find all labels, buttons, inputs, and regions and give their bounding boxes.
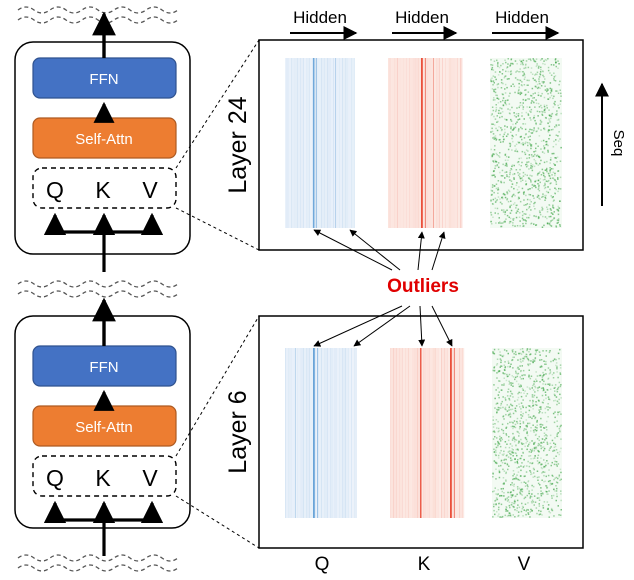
hidden-label-v: Hidden — [495, 8, 549, 27]
seq-label: Seq — [610, 130, 627, 157]
hidden-axis-labels: Hidden Hidden Hidden — [290, 8, 560, 40]
zoom-lines — [175, 39, 260, 549]
activation-map-q-layer-24 — [285, 58, 355, 228]
transformer-block-bottom: FFN Self-Attn Q K V — [14, 297, 191, 556]
layer-24-label: Layer 24 — [224, 96, 252, 193]
ffn-label-top: FFN — [89, 71, 118, 88]
seq-axis: Seq — [595, 82, 627, 206]
outliers-label: Outliers — [387, 276, 459, 297]
self-attn-label-bottom: Self-Attn — [75, 419, 133, 436]
ffn-label-bottom: FFN — [89, 359, 118, 376]
q-label-top: Q — [46, 177, 64, 203]
activation-map-v-layer-6 — [492, 348, 562, 518]
bottom-label-k: K — [418, 554, 431, 575]
q-label-bottom: Q — [46, 465, 64, 491]
wavy-separator-bottom — [17, 554, 179, 572]
v-label-top: V — [142, 177, 158, 203]
outlier-arrows — [313, 229, 453, 347]
k-label-bottom: K — [95, 465, 111, 491]
bottom-label-v: V — [518, 554, 531, 575]
hidden-label-q: Hidden — [293, 8, 347, 27]
qkv-input-arrows-bottom — [43, 500, 164, 556]
activation-map-v-layer-24 — [490, 58, 562, 228]
activation-map-k-layer-24 — [388, 58, 463, 228]
hidden-label-k: Hidden — [395, 8, 449, 27]
v-label-bottom: V — [142, 465, 158, 491]
self-attn-label-top: Self-Attn — [75, 131, 133, 148]
layer-6-panel: Layer 6 — [224, 315, 584, 549]
bottom-label-q: Q — [315, 554, 330, 575]
layer-24-panel: Layer 24 — [224, 39, 584, 251]
bottom-axis-labels: Q K V — [315, 554, 531, 575]
k-label-top: K — [95, 177, 111, 203]
activation-map-k-layer-6 — [390, 348, 465, 518]
qkv-input-arrows-top — [43, 212, 164, 272]
qkv-box-bottom — [32, 455, 177, 497]
transformer-block-top: FFN Self-Attn Q K V — [14, 11, 191, 272]
layer-6-label: Layer 6 — [224, 390, 252, 473]
qkv-box-top — [32, 167, 177, 209]
wavy-separator-top — [17, 6, 179, 24]
activation-map-q-layer-6 — [285, 348, 357, 518]
wavy-separator-middle — [17, 280, 179, 298]
